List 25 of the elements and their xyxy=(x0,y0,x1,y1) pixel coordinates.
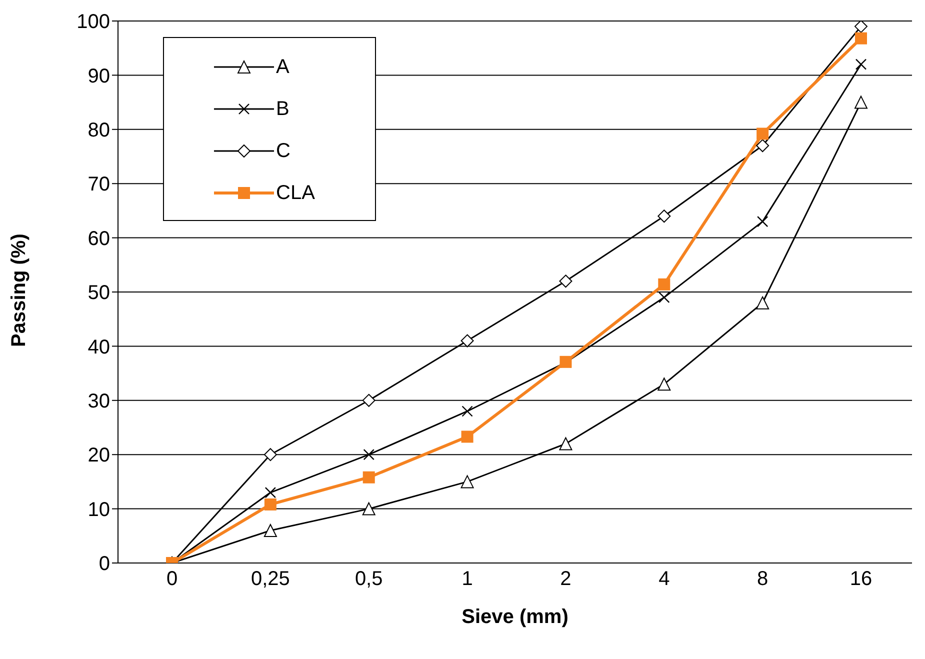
x-tick-label: 2 xyxy=(560,568,572,590)
y-tick-label: 70 xyxy=(88,174,110,196)
legend-label: CLA xyxy=(276,182,315,204)
y-tick-label: 100 xyxy=(76,11,110,34)
x-tick-label: 0,25 xyxy=(250,568,290,590)
y-tick-label: 30 xyxy=(88,390,110,412)
y-tick-label: 0 xyxy=(98,553,110,576)
y-tick-label: 10 xyxy=(88,498,110,521)
x-axis-title: Sieve (mm) xyxy=(462,606,568,628)
x-tick-label: 4 xyxy=(658,568,670,590)
legend-label: C xyxy=(276,140,290,162)
y-axis-title: Passing (%) xyxy=(8,234,30,347)
y-tick-label: 20 xyxy=(88,444,110,467)
legend-label: B xyxy=(276,98,290,120)
y-tick-label: 90 xyxy=(88,65,110,88)
x-tick-label: 8 xyxy=(757,568,768,590)
x-tick-label: 16 xyxy=(850,568,872,590)
legend-label: A xyxy=(276,56,290,78)
y-tick-label: 80 xyxy=(88,120,110,142)
y-tick-label: 50 xyxy=(88,282,110,304)
x-tick-label: 0,5 xyxy=(354,568,383,590)
x-tick-label: 1 xyxy=(462,568,473,590)
y-tick-label: 40 xyxy=(88,336,110,358)
y-tick-label: 60 xyxy=(88,228,110,250)
x-tick-label: 0 xyxy=(166,568,178,590)
